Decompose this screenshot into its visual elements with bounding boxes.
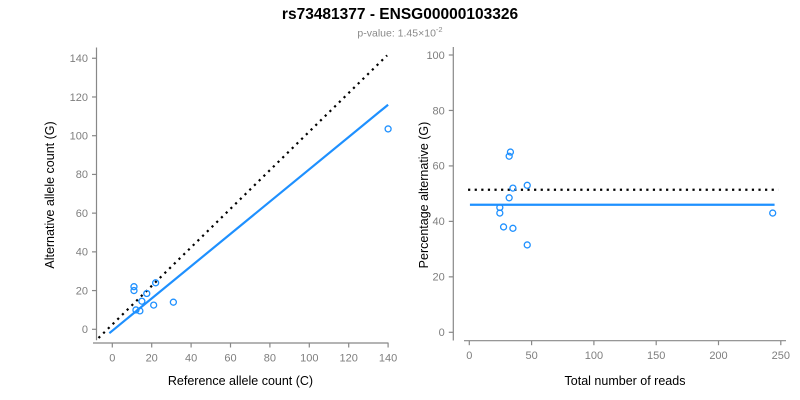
y-tick-label: 120	[70, 92, 88, 104]
data-point	[138, 297, 146, 305]
x-tick-label: 140	[379, 353, 397, 365]
y-tick-label: 40	[76, 247, 88, 259]
data-point	[509, 184, 517, 192]
x-tick-label: 120	[340, 353, 358, 365]
x-tick-label: 200	[709, 350, 727, 362]
data-point	[143, 289, 151, 298]
left-plot-y-axis: 0 20 40 60 80 100 120 140	[70, 47, 98, 341]
identity-line	[97, 54, 388, 339]
x-tick-label: 0	[109, 353, 115, 365]
y-tick-label: 0	[439, 327, 445, 339]
data-point	[151, 279, 160, 287]
data-point	[499, 223, 508, 231]
right-plot: 0 20 40 60 80 100 0 50 100 150 200 250 Total number …	[417, 47, 790, 388]
data-point	[169, 298, 178, 306]
p-value-exponent: -2	[435, 25, 443, 34]
data-point	[506, 148, 515, 156]
x-tick-label: 50	[525, 350, 537, 362]
y-tick-label: 20	[433, 272, 445, 284]
x-tick-label: 0	[466, 350, 472, 362]
data-point	[523, 241, 531, 249]
y-tick-label: 100	[70, 131, 88, 143]
data-point	[523, 181, 531, 189]
left-plot: 0 20 40 60 80 100 120 140 0 20 40 60 80 100 120 140 Refe…	[43, 47, 397, 388]
left-plot-x-axis-label: Reference allele count (C)	[168, 374, 313, 388]
y-tick-label: 40	[433, 216, 445, 228]
data-point	[496, 209, 504, 217]
data-point	[509, 224, 517, 232]
y-tick-label: 60	[76, 208, 88, 220]
x-tick-label: 60	[224, 353, 236, 365]
data-point	[384, 125, 392, 133]
x-tick-label: 250	[772, 350, 790, 362]
right-plot-x-axis-label: Total number of reads	[565, 374, 686, 388]
p-value-text: p-value: 1.45×10	[357, 27, 436, 40]
left-plot-x-axis: 0 20 40 60 80 100 120 140	[93, 342, 397, 365]
y-tick-label: 0	[82, 324, 88, 336]
data-point	[130, 286, 138, 295]
x-tick-label: 100	[585, 350, 603, 362]
chart-subtitle: p-value: 1.45×10-2	[0, 25, 800, 40]
y-tick-label: 60	[433, 161, 445, 173]
y-tick-label: 100	[426, 50, 444, 62]
y-tick-label: 80	[76, 169, 88, 181]
x-tick-label: 20	[146, 353, 158, 365]
data-point	[150, 301, 158, 309]
x-tick-label: 80	[264, 353, 276, 365]
fit-line	[108, 103, 389, 335]
data-point	[136, 307, 144, 315]
y-tick-label: 80	[433, 105, 445, 117]
right-plot-y-axis: 0 20 40 60 80 100	[426, 47, 454, 341]
data-point	[505, 152, 513, 160]
data-point	[132, 306, 140, 314]
left-plot-y-axis-label: Alternative allele count (G)	[43, 121, 57, 268]
right-plot-x-axis: 0 50 100 150 200 250	[464, 340, 790, 362]
right-plot-points	[496, 148, 777, 249]
data-point	[505, 194, 513, 202]
left-plot-points	[130, 125, 392, 315]
y-tick-label: 140	[70, 53, 88, 65]
y-tick-label: 20	[76, 285, 88, 297]
x-tick-label: 40	[185, 353, 197, 365]
data-point	[769, 209, 777, 217]
right-plot-y-axis-label: Percentage alternative (G)	[417, 122, 431, 269]
x-tick-label: 150	[647, 350, 665, 362]
x-tick-label: 100	[300, 353, 318, 365]
data-point	[130, 283, 138, 291]
chart-title: rs73481377 - ENSG00000103326	[281, 6, 519, 23]
